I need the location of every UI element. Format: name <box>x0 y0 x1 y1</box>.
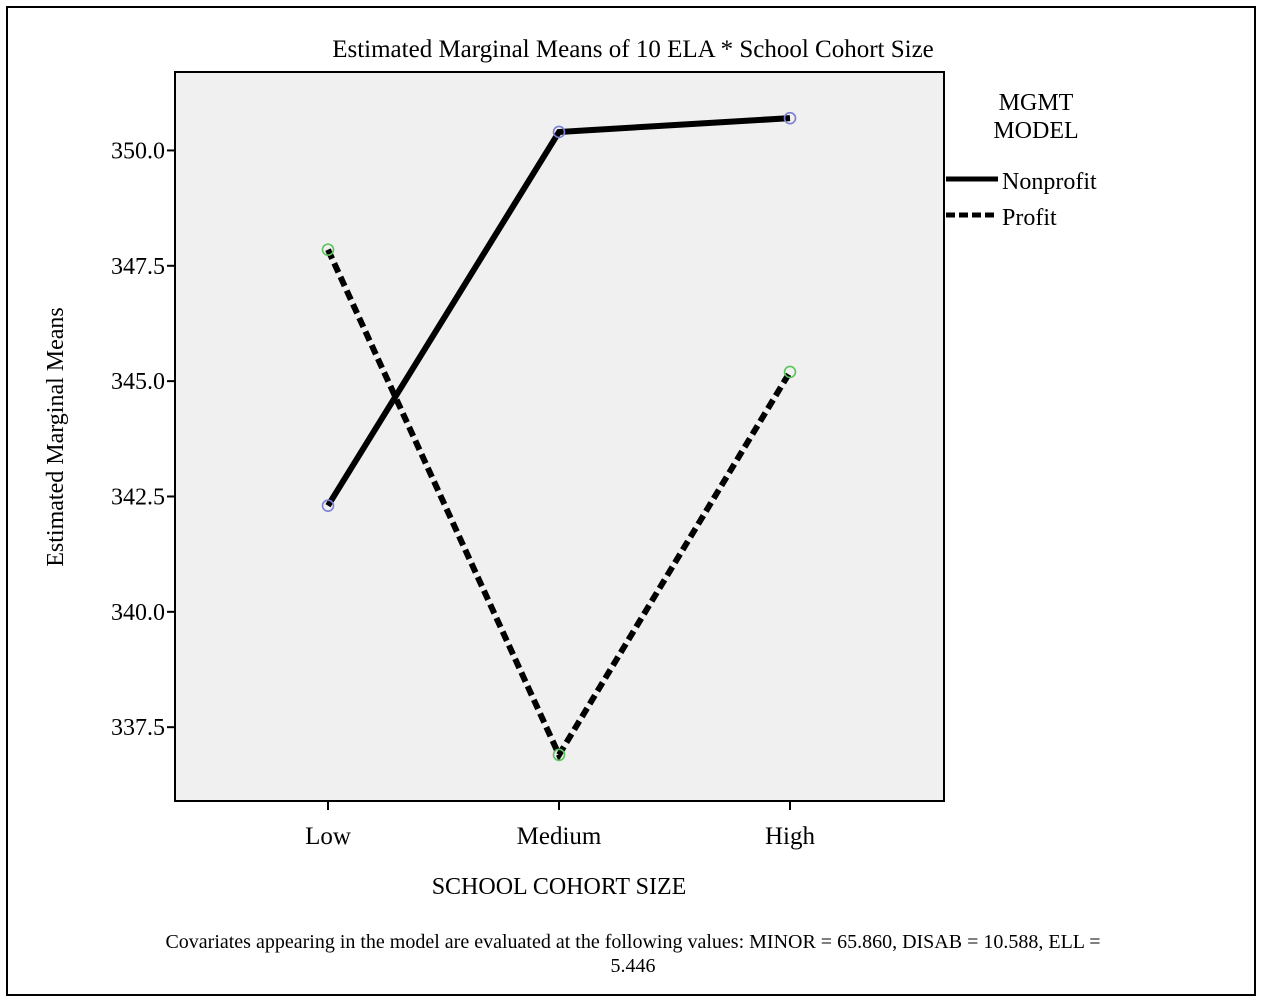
y-tick-label: 345.0 <box>111 369 165 395</box>
y-tick-label: 342.5 <box>111 484 165 510</box>
x-axis: Low Medium High <box>305 801 816 850</box>
y-axis-label: Estimated Marginal Means <box>43 307 69 567</box>
legend-label-profit: Profit <box>1002 205 1057 231</box>
data-point-nonprofit <box>783 111 797 125</box>
x-tick-label: Low <box>305 823 351 850</box>
plot-area <box>174 71 945 802</box>
data-point-nonprofit <box>552 125 566 139</box>
data-point-profit <box>783 365 797 379</box>
data-point-profit <box>552 748 566 762</box>
x-tick-label: High <box>765 823 816 850</box>
y-tick-label: 340.0 <box>111 600 165 626</box>
data-point-nonprofit <box>321 499 335 513</box>
covariates-footnote: Covariates appearing in the model are ev… <box>20 930 1246 978</box>
footnote-line-2: 5.446 <box>610 955 656 977</box>
series-layer <box>321 111 797 762</box>
x-tick-label: Medium <box>517 823 602 850</box>
series-line-profit <box>325 248 793 762</box>
legend-title: MODEL <box>993 118 1078 144</box>
y-tick-label: 350.0 <box>111 138 165 164</box>
data-point-profit <box>321 243 335 256</box>
y-axis: 337.5 340.0 342.5 345.0 347.5 350.0 <box>111 138 175 741</box>
x-axis-label: SCHOOL COHORT SIZE <box>432 874 687 900</box>
footnote-line-1: Covariates appearing in the model are ev… <box>165 931 1101 953</box>
legend-title: MGMT <box>999 90 1074 116</box>
y-tick-label: 347.5 <box>111 254 165 280</box>
legend-label-nonprofit: Nonprofit <box>1002 169 1097 195</box>
y-tick-label: 337.5 <box>111 715 165 741</box>
series-line-nonprofit <box>325 115 791 508</box>
chart-title: Estimated Marginal Means of 10 ELA * Sch… <box>332 36 934 63</box>
